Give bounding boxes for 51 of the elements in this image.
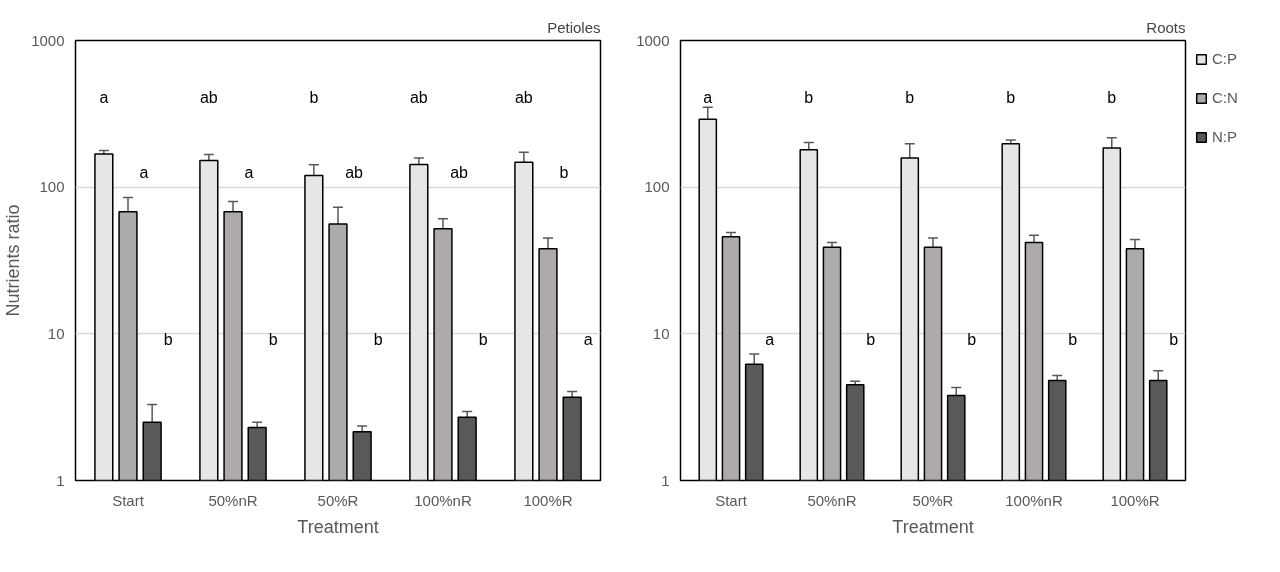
annotation: b [967, 331, 977, 349]
legend-label: N:P [1212, 128, 1238, 145]
annotation: b [1169, 331, 1179, 349]
annotation: a [703, 89, 713, 107]
annotation: b [804, 89, 814, 107]
x-tick-label: 100%nR [1005, 491, 1063, 509]
annotation: b [905, 89, 915, 107]
y-axis-title: Nutrients ratio [3, 204, 24, 317]
annotation: a [583, 331, 593, 349]
annotation: b [866, 331, 876, 349]
chart-title: Roots [1146, 18, 1186, 36]
y-tick-label: 100 [39, 178, 65, 196]
x-tick-label: Start [715, 491, 748, 509]
annotation: ab [199, 89, 218, 107]
annotation: ab [345, 164, 364, 181]
annotation: ab [514, 89, 533, 107]
annotation: a [99, 89, 109, 107]
x-tick-label: 100%R [523, 491, 573, 509]
x-axis-title: Treatment [297, 516, 379, 537]
annotation: a [244, 164, 254, 181]
annotation: b [559, 164, 569, 181]
annotation: b [1006, 89, 1016, 107]
y-tick-label: 100 [644, 178, 670, 196]
x-tick-label: 50%nR [807, 491, 857, 509]
legend-label: C:N [1212, 89, 1238, 106]
annotation: b [163, 331, 173, 349]
x-tick-label: 50%R [912, 491, 954, 509]
y-tick-label: 10 [652, 324, 670, 342]
y-tick-label: 1 [56, 471, 65, 489]
x-tick-label: 50%R [317, 491, 359, 509]
y-tick-label: 10 [47, 324, 65, 342]
x-tick-label: 100%R [1110, 491, 1160, 509]
annotation: b [1107, 89, 1117, 107]
chart-title: Petioles [547, 18, 601, 36]
annotation: b [1068, 331, 1078, 349]
x-tick-label: 100%nR [414, 491, 472, 509]
x-axis-title: Treatment [892, 516, 974, 537]
annotation: ab [450, 164, 469, 181]
annotation: b [373, 331, 383, 349]
y-tick-label: 1000 [31, 31, 65, 49]
annotation: a [765, 331, 775, 349]
annotation: a [139, 164, 149, 181]
annotation: b [478, 331, 488, 349]
annotation: b [268, 331, 278, 349]
annotation: b [309, 89, 319, 107]
y-tick-label: 1 [661, 471, 670, 489]
x-tick-label: 50%nR [208, 491, 258, 509]
y-tick-label: 1000 [636, 31, 670, 49]
annotation: ab [409, 89, 428, 107]
x-tick-label: Start [112, 491, 145, 509]
legend-label: C:P [1212, 50, 1238, 67]
